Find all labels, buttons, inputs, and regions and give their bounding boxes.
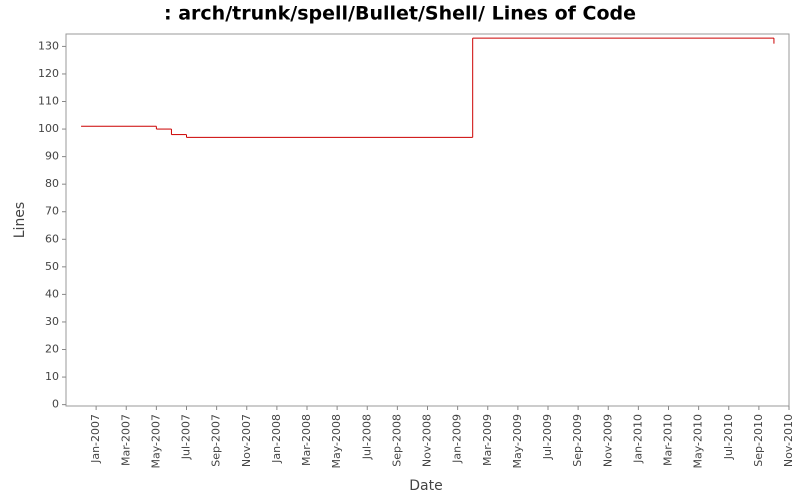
y-tick-label: 30	[45, 315, 59, 328]
y-tick-label: 40	[45, 287, 59, 300]
x-tick-label: May-2010	[692, 414, 705, 469]
x-tick-label: Jan-2008	[270, 414, 283, 464]
y-tick-label: 100	[38, 122, 59, 135]
x-axis-label: Date	[409, 478, 442, 494]
x-tick-label: Nov-2007	[240, 414, 253, 467]
y-tick-label: 70	[45, 205, 59, 218]
x-tick-label: May-2008	[330, 414, 343, 469]
x-tick-label: Jan-2007	[89, 414, 102, 464]
x-tick-label: Sep-2010	[752, 414, 765, 467]
x-tick-label: Mar-2009	[481, 414, 494, 466]
x-tick-label: Mar-2008	[300, 414, 313, 466]
y-tick-label: 50	[45, 260, 59, 273]
x-tick-label: Sep-2008	[390, 414, 403, 467]
x-tick-label: Jan-2010	[631, 414, 644, 464]
y-tick-label: 60	[45, 232, 59, 245]
y-tick-label: 20	[45, 343, 59, 356]
y-tick-label: 120	[38, 67, 59, 80]
x-tick-label: Sep-2009	[571, 414, 584, 467]
y-tick-label: 110	[38, 95, 59, 108]
x-tick-label: Jan-2009	[451, 414, 464, 464]
y-tick-label: 130	[38, 39, 59, 52]
plot-area	[65, 33, 790, 407]
x-tick-label: Mar-2010	[662, 414, 675, 466]
y-tick-label: 90	[45, 150, 59, 163]
x-tick-label: Nov-2009	[601, 414, 614, 467]
y-axis-label: Lines	[12, 202, 28, 238]
x-tick-label: May-2007	[149, 414, 162, 469]
x-tick-label: Jul-2008	[360, 414, 373, 460]
x-tick-label: Jul-2010	[722, 414, 735, 460]
x-tick-label: Jul-2007	[180, 414, 193, 460]
x-tick-label: Nov-2010	[782, 414, 795, 467]
y-tick-label: 80	[45, 177, 59, 190]
y-tick-label: 10	[45, 370, 59, 383]
x-tick-label: Sep-2007	[210, 414, 223, 467]
x-tick-label: Mar-2007	[119, 414, 132, 466]
x-tick-label: May-2009	[511, 414, 524, 469]
x-tick-label: Nov-2008	[421, 414, 434, 467]
x-tick-label: Jul-2009	[541, 414, 554, 460]
y-tick-label: 0	[52, 398, 59, 411]
chart-title: : arch/trunk/spell/Bullet/Shell/ Lines o…	[164, 3, 636, 25]
